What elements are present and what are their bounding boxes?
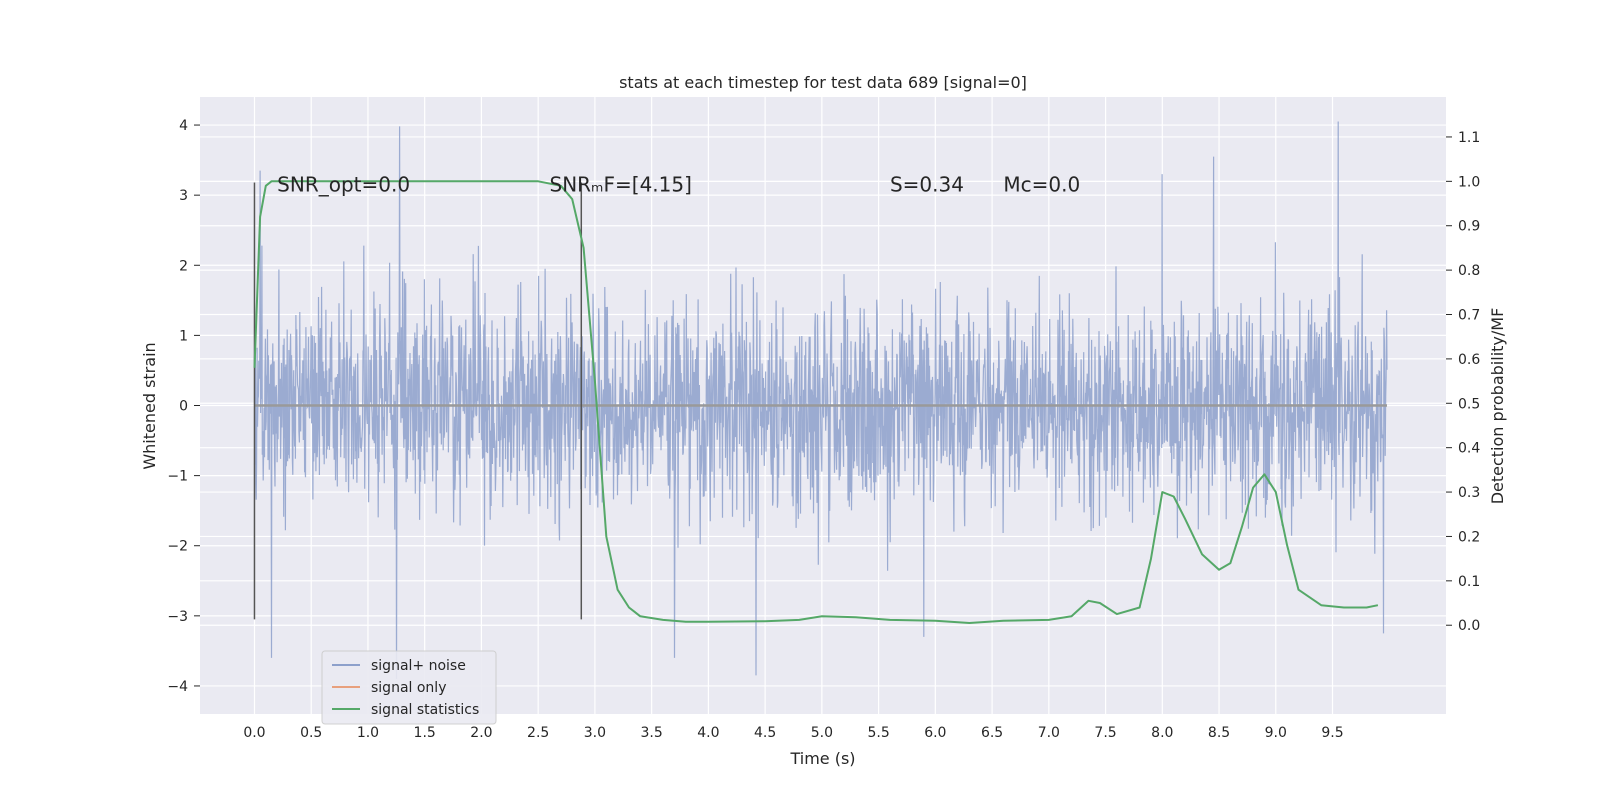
y-right-axis-ticks: 0.0 0.1 0.2 0.3 0.4 0.5 0.6 0.7 0.8 0.9 1.0 1.1 (1446, 130, 1480, 634)
y-right-tick-label: 0.9 (1458, 219, 1480, 235)
x-tick-label: 8.0 (1151, 725, 1173, 741)
x-tick-label: 4.0 (697, 725, 719, 741)
annotation-mc: Mᴄ=0.0 (1003, 173, 1080, 197)
y-right-tick-label: 0.6 (1458, 352, 1480, 368)
x-tick-label: 6.0 (924, 725, 946, 741)
x-tick-label: 4.5 (754, 725, 776, 741)
x-tick-label: 8.5 (1208, 725, 1230, 741)
x-tick-label: 0.5 (300, 725, 322, 741)
legend-label-signal-noise: signal+ noise (371, 658, 466, 674)
y-tick-label: −4 (167, 679, 188, 695)
y-tick-label: 2 (179, 258, 188, 274)
x-tick-label: 1.5 (414, 725, 436, 741)
x-axis-title: Time (s) (789, 749, 855, 768)
x-tick-label: 1.0 (357, 725, 379, 741)
y-right-tick-label: 0.4 (1458, 441, 1480, 457)
marker-lines (253, 182, 583, 620)
y-tick-label: 3 (179, 188, 188, 204)
annotation-snr-mf: SNRₘF=[4.15] (550, 173, 692, 197)
x-tick-label: 5.0 (811, 725, 833, 741)
x-tick-label: 6.5 (981, 725, 1003, 741)
annotations: SNR_opt=0.0 SNRₘF=[4.15] S=0.34 Mᴄ=0.0 (277, 173, 1080, 197)
x-tick-label: 2.0 (470, 725, 492, 741)
y-right-tick-label: 0.3 (1458, 485, 1480, 501)
y-tick-label: 1 (179, 328, 188, 344)
y-tick-label: −1 (167, 469, 188, 485)
legend-label-signal-statistics: signal statistics (371, 702, 479, 718)
y-right-tick-label: 0.5 (1458, 396, 1480, 412)
chart-title: stats at each timestep for test data 689… (619, 73, 1027, 92)
legend: signal+ noise signal only signal statist… (321, 650, 497, 725)
y-right-tick-label: 0.2 (1458, 529, 1480, 545)
x-tick-label: 5.5 (867, 725, 889, 741)
legend-label-signal-only: signal only (371, 680, 446, 696)
x-axis-ticks: 0.0 0.5 1.0 1.5 2.0 2.5 3.0 3.5 4.0 4.5 5.0 5.5 6.0 6… (243, 725, 1343, 741)
x-tick-label: 9.5 (1321, 725, 1343, 741)
x-tick-label: 2.5 (527, 725, 549, 741)
x-tick-label: 3.0 (584, 725, 606, 741)
y-axis-ticks: −4 −3 −2 −1 0 1 2 3 4 (167, 118, 200, 695)
y-tick-label: 0 (179, 399, 188, 415)
y-right-tick-label: 0.8 (1458, 263, 1480, 279)
signal-statistics-line (253, 180, 1379, 624)
y-right-tick-label: 1.1 (1458, 130, 1480, 146)
x-tick-label: 9.0 (1265, 725, 1287, 741)
y-tick-label: −3 (167, 609, 188, 625)
x-tick-label: 7.0 (1038, 725, 1060, 741)
y-axis-title: Whitened strain (140, 342, 159, 469)
x-tick-label: 0.0 (243, 725, 265, 741)
annotation-snr-opt: SNR_opt=0.0 (277, 173, 410, 197)
y-right-tick-label: 0.1 (1458, 574, 1480, 590)
legend-box (321, 650, 497, 725)
y-right-tick-label: 1.0 (1458, 174, 1480, 190)
y-right-tick-label: 0.7 (1458, 308, 1480, 324)
y-right-tick-label: 0.0 (1458, 618, 1480, 634)
x-tick-label: 3.5 (641, 725, 663, 741)
signal-noise-line (253, 121, 1388, 679)
y-tick-label: 4 (179, 118, 188, 134)
x-tick-label: 7.5 (1094, 725, 1116, 741)
y-tick-label: −2 (167, 539, 188, 555)
y-right-axis-title: Detection probability/MF (1488, 308, 1507, 505)
annotation-s: S=0.34 (890, 173, 964, 197)
signal-statistics-series (253, 180, 1379, 624)
signal-noise-series (253, 121, 1388, 679)
